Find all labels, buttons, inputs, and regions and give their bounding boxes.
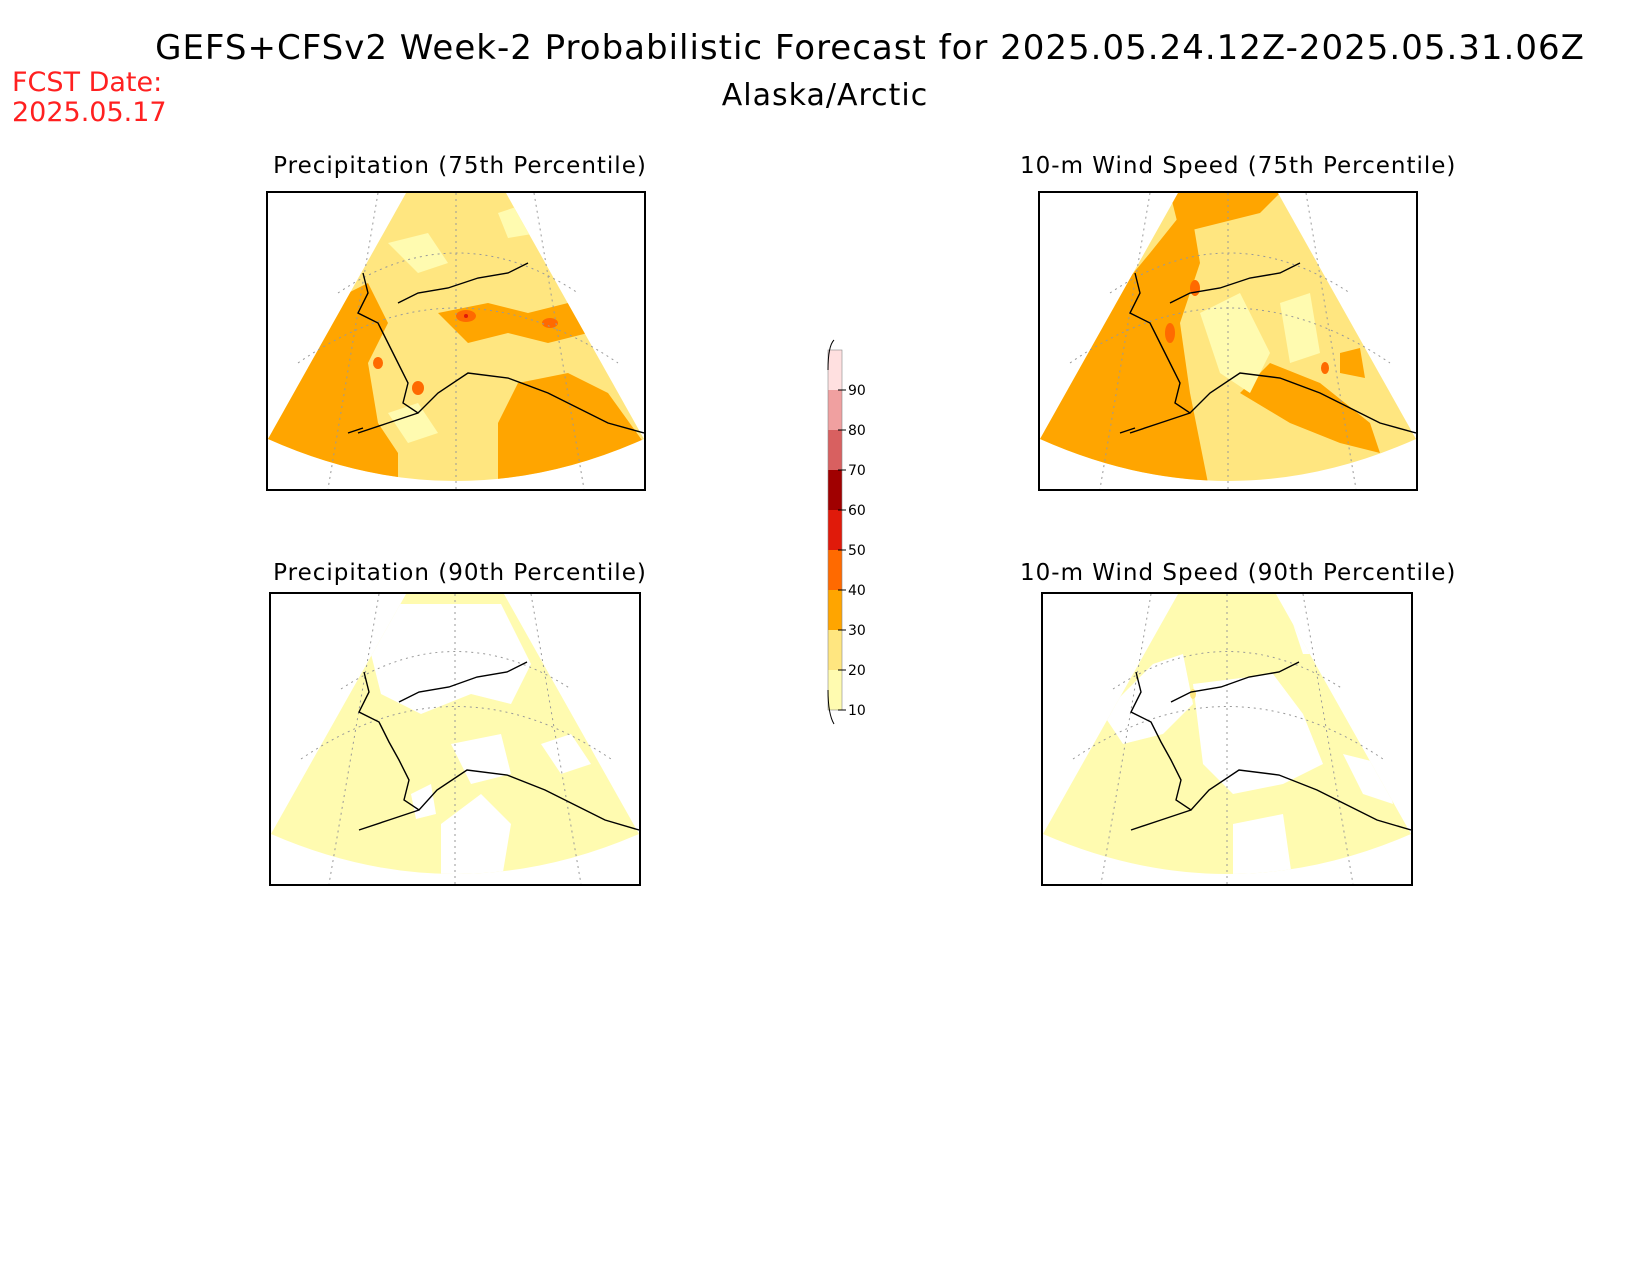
panel-title-precip-90: Precipitation (90th Percentile) bbox=[273, 560, 647, 586]
colorbar-graphic: 10 20 30 40 50 60 70 80 90 bbox=[827, 339, 866, 725]
colorbar-swatch bbox=[828, 590, 842, 630]
colorbar-top-cap bbox=[827, 339, 835, 371]
forecast-date-block: FCST Date: 2025.05.17 bbox=[12, 68, 167, 128]
forecast-date-value: 2025.05.17 bbox=[12, 97, 167, 128]
colorbar-swatch bbox=[828, 510, 842, 550]
colorbar-outline bbox=[827, 349, 843, 711]
colorbar-swatch bbox=[828, 550, 842, 590]
panel-title-wind-75: 10-m Wind Speed (75th Percentile) bbox=[1020, 153, 1457, 179]
colorbar-swatch bbox=[828, 390, 842, 430]
panel-title-precip-75: Precipitation (75th Percentile) bbox=[273, 153, 647, 179]
colorbar-tick-label: 90 bbox=[848, 383, 866, 399]
map-precip-90 bbox=[269, 592, 641, 886]
region-subtitle: Alaska/Arctic bbox=[721, 78, 929, 113]
colorbar-tick-label: 50 bbox=[848, 543, 866, 559]
colorbar-swatch bbox=[828, 470, 842, 510]
colorbar-tick-label: 10 bbox=[848, 703, 866, 719]
panel-title-wind-90: 10-m Wind Speed (90th Percentile) bbox=[1020, 560, 1457, 586]
figure-title: GEFS+CFSv2 Week-2 Probabilistic Forecast… bbox=[155, 28, 1585, 68]
colorbar-tick-label: 60 bbox=[848, 503, 866, 519]
colorbar-tick-label: 80 bbox=[848, 423, 866, 439]
colorbar-swatch bbox=[828, 630, 842, 670]
forecast-date-label: FCST Date: bbox=[12, 67, 163, 98]
map-precip-75 bbox=[266, 191, 646, 491]
map-wind-90 bbox=[1041, 592, 1413, 886]
colorbar-tick-label: 40 bbox=[848, 583, 866, 599]
colorbar-swatch bbox=[828, 670, 842, 710]
colorbar-tick-label: 30 bbox=[848, 623, 866, 639]
colorbar-bottom-cap bbox=[827, 689, 835, 725]
colorbar-tick-label: 20 bbox=[848, 663, 866, 679]
map-wind-75 bbox=[1038, 191, 1418, 491]
colorbar-swatch bbox=[828, 430, 842, 470]
colorbar-swatch bbox=[828, 350, 842, 390]
colorbar-tick-label: 70 bbox=[848, 463, 866, 479]
colorbar: 10 20 30 40 50 60 70 80 90 bbox=[820, 330, 880, 754]
